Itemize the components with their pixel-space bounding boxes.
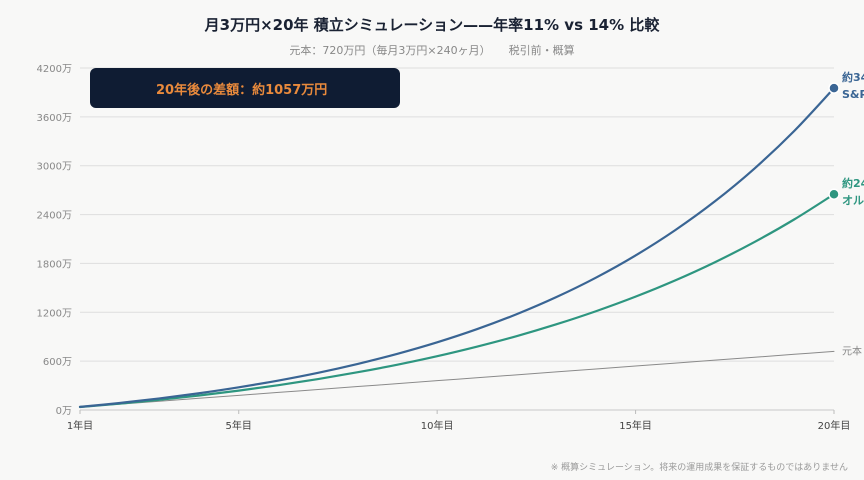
subtitle-note: 税引前・概算 — [508, 44, 575, 57]
y-tick-label: 600万 — [43, 357, 72, 368]
series-line-S&P — [78, 87, 836, 409]
x-tick-label: 1年目 — [67, 419, 93, 432]
series-line-オル — [78, 193, 836, 409]
subtitle-principal: 元本：720万円（毎月3万円×240ヶ月） — [289, 44, 491, 57]
principal-end-label: 元本 — [842, 344, 862, 357]
y-tick-label: 1800万 — [37, 259, 72, 270]
chart-subtitle: 元本：720万円（毎月3万円×240ヶ月） 税引前・概算 — [0, 42, 864, 58]
chart-title: 月3万円×20年 積立シミュレーション——年率11% vs 14% 比較 — [204, 16, 660, 34]
series-end-name-label: S&P — [842, 88, 864, 101]
y-tick-label: 0万 — [56, 406, 72, 417]
series-end-value-label: 約34 — [842, 70, 864, 84]
principal-line — [79, 350, 835, 408]
x-tick-label: 15年目 — [619, 419, 652, 432]
series-layer — [78, 82, 840, 409]
label-layer: 元本 約24 オル 約34 S&P — [842, 70, 864, 357]
y-tick-label: 2400万 — [37, 211, 72, 222]
axis-layer: 0万 600万 1200万 1800万 2400万 3000万 3600万 4200万 1年目 5… — [37, 64, 851, 432]
difference-callout-text: 20年後の差額：約1057万円 — [156, 83, 328, 98]
y-tick-label: 3600万 — [37, 113, 72, 124]
x-tick-label: 10年目 — [421, 419, 454, 432]
y-tick-label: 3000万 — [37, 162, 72, 173]
y-tick-label: 1200万 — [37, 308, 72, 319]
series-end-value-label: 約24 — [842, 176, 864, 190]
difference-callout: 20年後の差額：約1057万円 — [90, 68, 400, 108]
y-tick-label: 4200万 — [37, 64, 72, 75]
series-end-marker — [828, 82, 840, 94]
disclaimer-footnote: ※ 概算シミュレーション。将来の運用成果を保証するものではありません — [550, 463, 848, 473]
grid-layer — [80, 67, 834, 411]
x-tick-label: 5年目 — [226, 419, 252, 432]
x-tick-label: 20年目 — [818, 419, 851, 432]
series-end-marker — [828, 188, 840, 200]
series-end-name-label: オル — [842, 194, 864, 207]
